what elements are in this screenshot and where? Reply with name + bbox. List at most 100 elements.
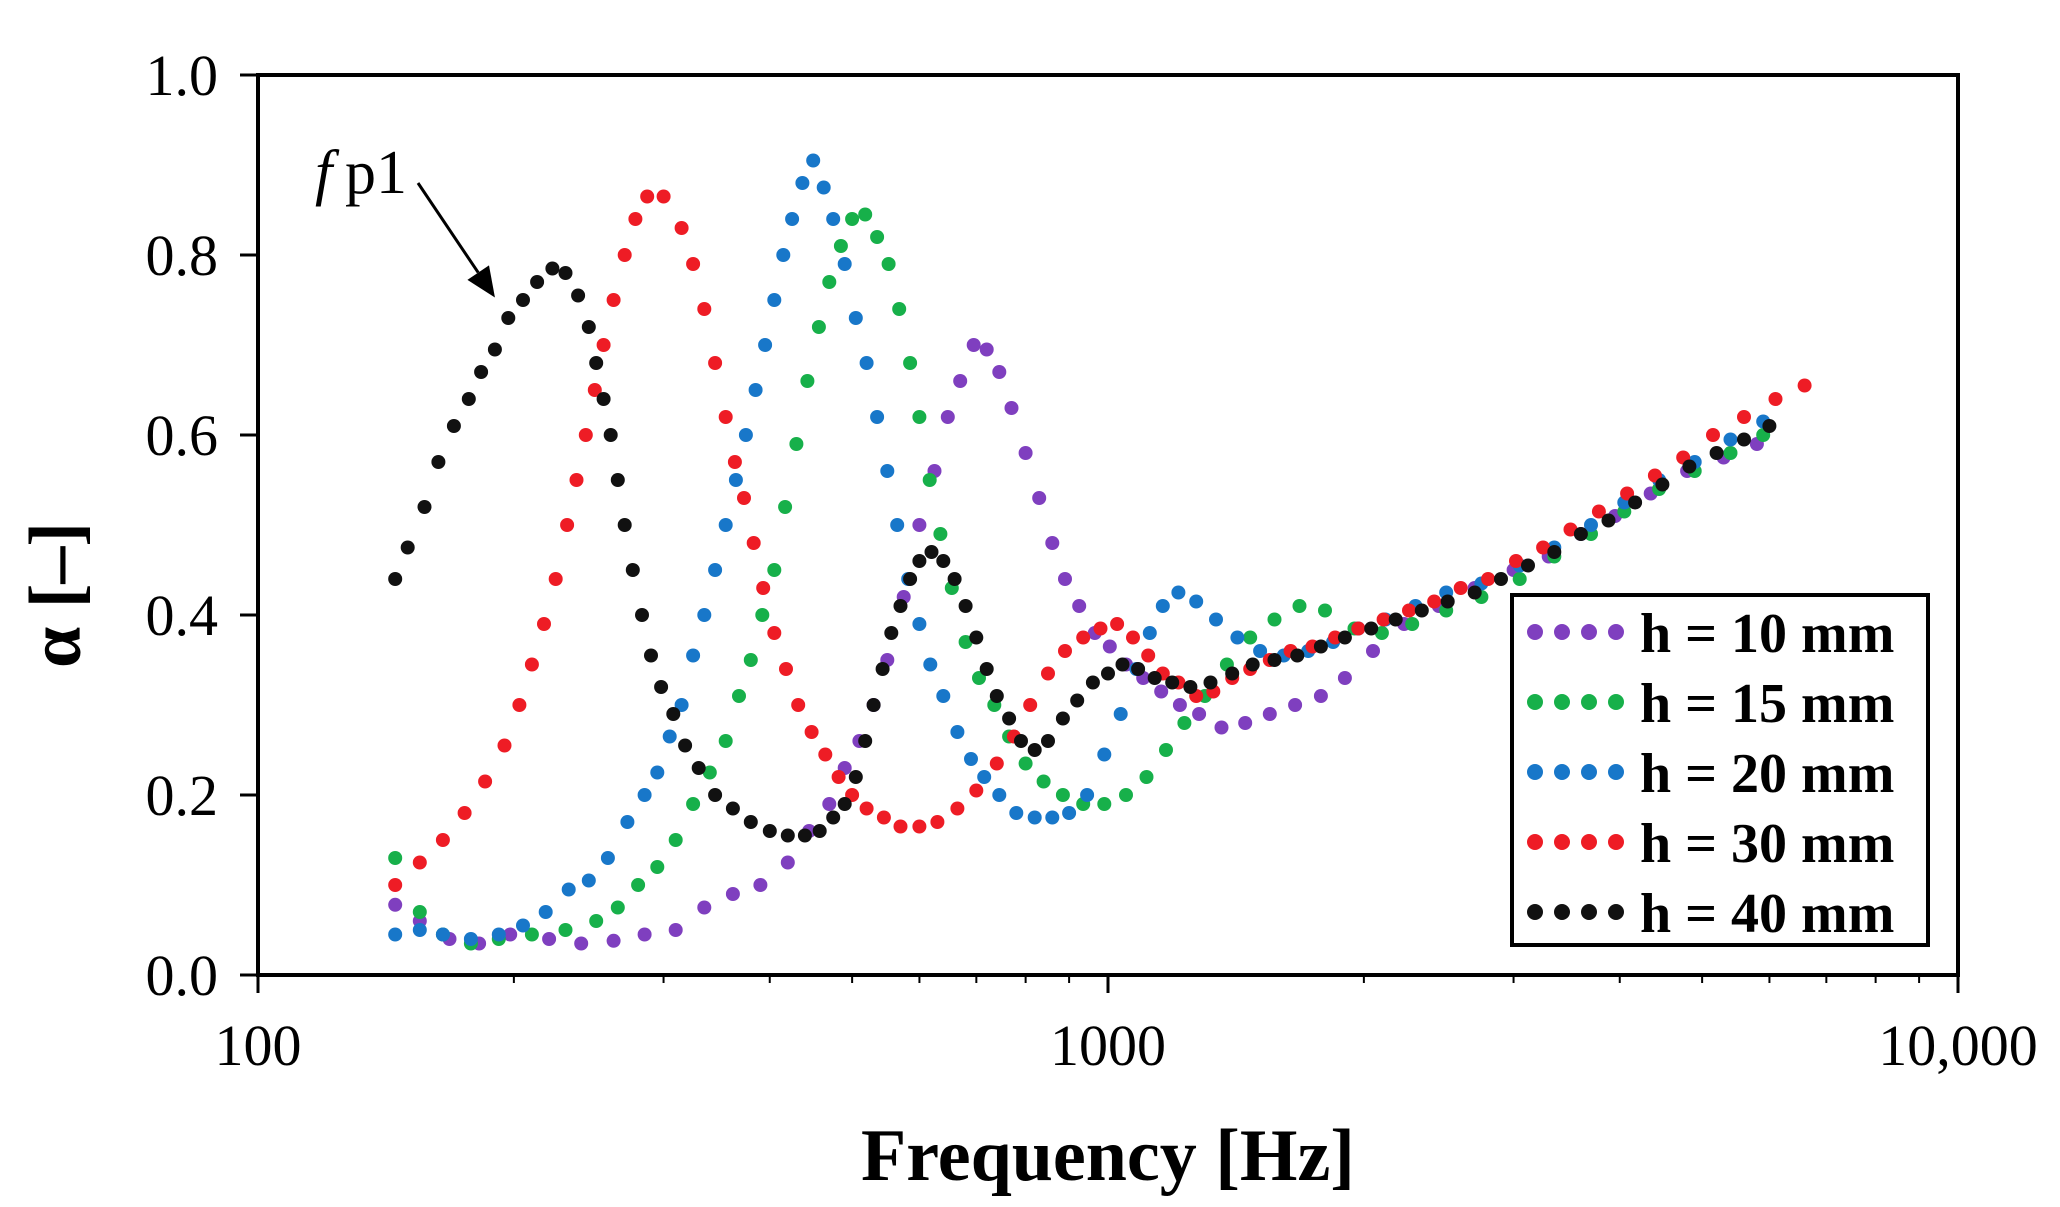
data-point [697, 900, 712, 915]
data-point [558, 923, 573, 937]
data-point [1328, 630, 1343, 645]
data-point [816, 180, 831, 195]
data-point [457, 806, 472, 820]
data-point [708, 563, 723, 577]
data-point [924, 545, 939, 559]
x-axis-title: Frequency [Hz] [861, 1115, 1355, 1197]
data-point [870, 230, 885, 244]
data-point [780, 855, 795, 870]
legend: h = 10 mm h = 15 mm h = 20 mm h = 30 mm h = … [1510, 593, 1930, 947]
data-point [728, 473, 743, 487]
legend-marker [1608, 694, 1624, 710]
data-point [833, 239, 848, 253]
data-point [524, 927, 539, 942]
data-point [431, 455, 446, 469]
legend-marker [1554, 694, 1570, 710]
data-point [686, 257, 701, 271]
plot-frame [256, 73, 1960, 977]
data-point [635, 608, 649, 622]
legend-label: h = 30 mm [1640, 813, 1894, 875]
data-point [859, 801, 874, 816]
data-point [767, 293, 782, 307]
data-point [912, 518, 927, 532]
data-point [1267, 653, 1282, 667]
data-point [1004, 401, 1019, 415]
legend-entry: h = 30 mm [1527, 813, 1894, 875]
data-point [512, 698, 527, 712]
fp1-arrow-line [416, 182, 480, 274]
data-point [826, 212, 841, 226]
data-point [1080, 788, 1095, 802]
data-point [650, 765, 665, 780]
legend-label: h = 10 mm [1640, 603, 1894, 665]
legend-label: h = 40 mm [1640, 883, 1894, 945]
data-point [718, 518, 733, 532]
data-point [848, 311, 863, 325]
data-point [881, 257, 896, 271]
data-point [1055, 788, 1070, 802]
data-point [388, 927, 403, 942]
data-point [791, 698, 806, 712]
data-point [581, 320, 596, 334]
data-point [478, 774, 493, 789]
data-point [702, 765, 717, 780]
data-point [979, 662, 994, 676]
data-point [870, 410, 885, 424]
data-point [1762, 419, 1777, 433]
data-point [1655, 477, 1670, 492]
data-point [686, 648, 701, 663]
data-point [1076, 630, 1091, 645]
data-point [1209, 612, 1223, 627]
data-point [708, 356, 723, 370]
data-point [923, 657, 938, 672]
series-layer [388, 153, 1812, 951]
data-point [400, 540, 415, 555]
data-point [964, 752, 978, 766]
data-point [1172, 698, 1187, 712]
data-point [1601, 513, 1616, 528]
data-point [446, 419, 461, 433]
data-point [1159, 743, 1173, 757]
data-point [1238, 716, 1253, 730]
data-point [412, 905, 427, 919]
data-point [1262, 707, 1277, 721]
data-point [893, 599, 908, 613]
data-point [1072, 599, 1087, 613]
data-point [776, 248, 791, 262]
data-point [435, 833, 450, 847]
fp1-arrow-head [467, 265, 495, 298]
data-point [1376, 612, 1391, 627]
data-point [1467, 585, 1482, 600]
data-point [516, 293, 530, 307]
data-point [1131, 662, 1146, 676]
data-point [1115, 657, 1130, 672]
data-point [858, 734, 873, 748]
data-point [890, 518, 905, 532]
data-point [778, 500, 793, 514]
data-point [417, 500, 432, 514]
data-point [1723, 432, 1738, 447]
data-point [1097, 797, 1112, 811]
y-tick-label: 0.2 [146, 763, 219, 828]
data-point [1009, 806, 1024, 820]
data-point [1113, 707, 1128, 721]
legend-marker [1527, 764, 1543, 780]
data-point [1388, 612, 1403, 627]
data-point [1102, 639, 1117, 654]
data-point [738, 428, 753, 442]
data-point [953, 374, 968, 388]
data-point [617, 518, 632, 532]
y-tick-label: 1.0 [146, 43, 219, 108]
data-point [1110, 617, 1125, 631]
legend-marker [1608, 904, 1624, 920]
data-point [1139, 770, 1154, 784]
data-point [785, 212, 800, 226]
data-point [1536, 540, 1551, 555]
data-point [1706, 428, 1720, 442]
data-point [936, 689, 951, 703]
data-point [610, 900, 625, 915]
legend-marker [1554, 624, 1570, 640]
legend-marker [1581, 624, 1597, 640]
data-point [1002, 711, 1017, 726]
data-point [435, 927, 450, 942]
